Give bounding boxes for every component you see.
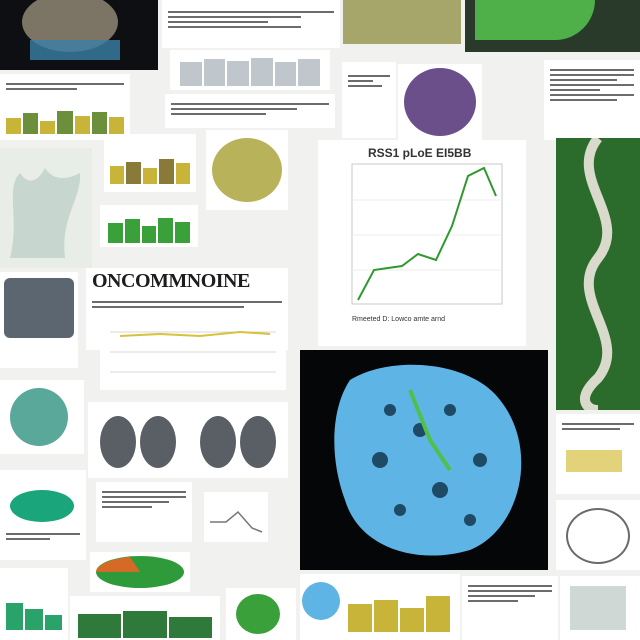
coral-illustration	[0, 148, 92, 268]
right-lower-text-panel	[556, 414, 640, 494]
right-circle-panel	[556, 500, 640, 570]
melon-photo-panel	[206, 130, 288, 210]
grey-blobs-panel	[88, 402, 288, 478]
middle-bar-chart-panel	[170, 50, 330, 90]
chart-x-label: Rmeeted D: Lowco amte arnd	[352, 316, 445, 323]
pie-panel	[90, 552, 190, 592]
small-green-panel	[226, 588, 296, 640]
helix-icon	[580, 138, 613, 410]
right-text-panel	[544, 60, 640, 140]
side-text-panel	[342, 62, 396, 138]
organic-blob-icon	[22, 0, 120, 60]
bottom-text-panel	[96, 482, 192, 542]
middle-text-panel	[165, 94, 335, 128]
line-chart	[351, 163, 503, 305]
top-left-photo-tile	[0, 0, 158, 70]
green-helix-panel	[556, 138, 640, 410]
blue-blob	[302, 582, 340, 620]
bottom-center-panel	[300, 574, 460, 640]
top-text-panel	[162, 0, 340, 48]
left-text-panel-1	[0, 74, 130, 140]
melon-sphere	[212, 138, 282, 202]
pie-slice-icon	[96, 556, 184, 588]
yellow-line-chart-panel	[100, 312, 286, 390]
green-trend-line	[357, 166, 497, 301]
bottom-left-panel	[0, 568, 68, 640]
protein-render-panel	[300, 350, 548, 570]
left-disc-panel	[0, 380, 84, 454]
line-chart-panel: RSS1 pLoE EI5BB Rmeeted D: Lowco amte ar…	[318, 140, 526, 346]
blue-protein-structure	[334, 364, 522, 556]
bottom-chart-panel	[70, 596, 220, 640]
left-text-panel-2	[0, 272, 78, 368]
top-right-photo	[465, 0, 640, 52]
bottom-right-panel-2	[560, 576, 640, 640]
mini-bar-chart-1	[6, 108, 124, 134]
green-bar-chart-panel	[100, 205, 198, 247]
top-green-photo	[343, 0, 461, 44]
chart-caption: RSS1 pLoE EI5BB	[368, 146, 472, 160]
small-line-panel	[204, 492, 268, 542]
left-oval-panel	[0, 470, 86, 560]
purple-sphere	[404, 68, 476, 136]
coral-shape-icon	[10, 168, 81, 258]
small-bar-chart-panel	[104, 134, 196, 192]
bottom-right-panel-1	[462, 576, 558, 640]
sphere-photo-panel	[398, 64, 482, 140]
heading-text: ONCOMMNOINE	[92, 270, 250, 292]
